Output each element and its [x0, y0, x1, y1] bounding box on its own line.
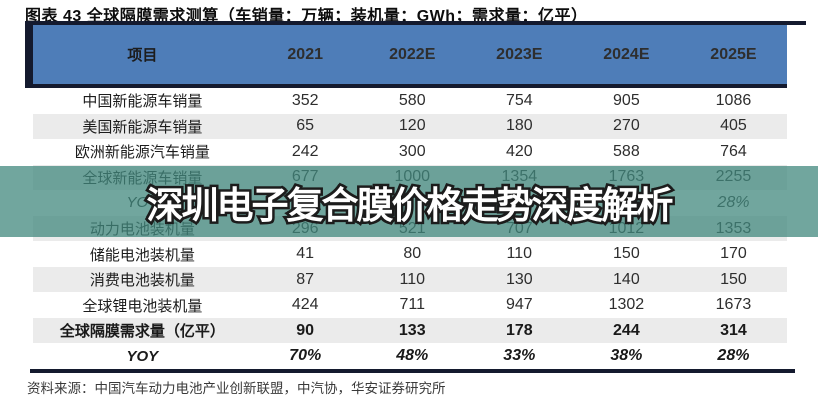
- cell-value: 270: [613, 117, 640, 135]
- cell-value: 80: [403, 245, 422, 263]
- row-label: YOY: [126, 347, 159, 365]
- source-note: 资料来源：中国汽车动力电池产业创新联盟，中汽协，华安证券研究所: [27, 381, 446, 397]
- table-header: 项目 2021 2022E 2023E 2024E 2025E: [33, 25, 787, 84]
- cell-value: 48%: [396, 347, 429, 365]
- header-cell: 2023E: [496, 45, 543, 63]
- cell-value: 33%: [503, 347, 536, 365]
- header-cell: 2024E: [603, 45, 650, 63]
- cell-value: 170: [720, 245, 747, 263]
- cell-value: 65: [296, 117, 315, 135]
- row-label: 美国新能源车销量: [82, 118, 203, 136]
- table-row: 全球锂电池装机量 424 711 947 1302 1673: [33, 292, 787, 318]
- cell-value: 110: [399, 270, 425, 288]
- header-left-accent: [25, 21, 33, 88]
- header-cell: 2022E: [389, 45, 436, 63]
- page-title: 图表 43 全球隔膜需求测算（车销量：万辆；装机量：GWh；需求量：亿平）: [25, 8, 588, 25]
- cell-value: 588: [613, 142, 640, 160]
- cell-value: 754: [505, 91, 533, 109]
- cell-value: 580: [398, 91, 426, 109]
- cell-value: 1086: [715, 91, 752, 109]
- table-row: 储能电池装机量 41 80 110 150 170: [33, 241, 787, 267]
- table-body: 中国新能源车销量 352 580 754 905 1086 美国新能源车销量 65 120 180…: [33, 88, 787, 370]
- header-cell: 2025E: [710, 45, 757, 63]
- row-label: 欧洲新能源汽车销量: [74, 144, 210, 162]
- row-label: 储能电池装机量: [89, 246, 195, 264]
- cell-value: 1302: [608, 296, 645, 314]
- cell-value: 300: [398, 142, 426, 160]
- table-row: 美国新能源车销量 65 120 180 270 405: [33, 113, 787, 140]
- row-label: 全球隔膜需求量（亿平）: [59, 323, 225, 341]
- cell-value: 28%: [717, 347, 750, 365]
- cell-value: 90: [296, 321, 315, 339]
- cell-value: 764: [720, 142, 747, 160]
- cell-value: 110: [506, 245, 533, 263]
- cell-value: 130: [505, 270, 533, 288]
- cell-value: 87: [296, 270, 315, 288]
- cell-value: 947: [505, 296, 533, 314]
- cell-value: 38%: [610, 347, 643, 365]
- header-cell: 2021: [287, 45, 323, 63]
- row-label: 消费电池装机量: [89, 272, 195, 290]
- table-row: 全球隔膜需求量（亿平） 90 133 178 244 314: [33, 317, 787, 344]
- table-bottom-rule: [30, 369, 795, 373]
- cell-value: 70%: [289, 347, 322, 365]
- cell-value: 120: [398, 117, 426, 135]
- cell-value: 314: [720, 321, 747, 339]
- cell-value: 150: [613, 245, 640, 263]
- cell-value: 242: [291, 142, 319, 160]
- cell-value: 424: [291, 296, 319, 314]
- header-cell: 项目: [127, 47, 158, 64]
- row-label: 全球锂电池装机量: [82, 297, 203, 315]
- table-row: YOY 70% 48% 33% 38% 28%: [33, 343, 787, 370]
- row-label: 中国新能源车销量: [82, 93, 203, 111]
- cell-value: 41: [296, 245, 315, 263]
- header-bottom-rule: [25, 84, 787, 88]
- cell-value: 150: [720, 270, 747, 288]
- watermark-band: 深圳电子复合膜价格走势深度解析: [0, 166, 818, 237]
- cell-value: 244: [613, 321, 640, 339]
- cell-value: 178: [505, 321, 533, 339]
- watermark-text: 深圳电子复合膜价格走势深度解析: [144, 182, 676, 228]
- cell-value: 420: [505, 142, 533, 160]
- table-row: 消费电池装机量 87 110 130 140 150: [33, 266, 787, 293]
- cell-value: 711: [399, 296, 425, 314]
- cell-value: 133: [398, 321, 426, 339]
- cell-value: 180: [505, 117, 533, 135]
- cell-value: 405: [720, 117, 747, 135]
- cell-value: 905: [613, 91, 640, 109]
- cell-value: 1673: [715, 296, 752, 314]
- table-row: 中国新能源车销量 352 580 754 905 1086: [33, 88, 787, 114]
- cell-value: 140: [613, 270, 640, 288]
- title-underline: [25, 21, 806, 25]
- table-row: 欧洲新能源汽车销量 242 300 420 588 764: [33, 139, 787, 165]
- cell-value: 352: [291, 91, 319, 109]
